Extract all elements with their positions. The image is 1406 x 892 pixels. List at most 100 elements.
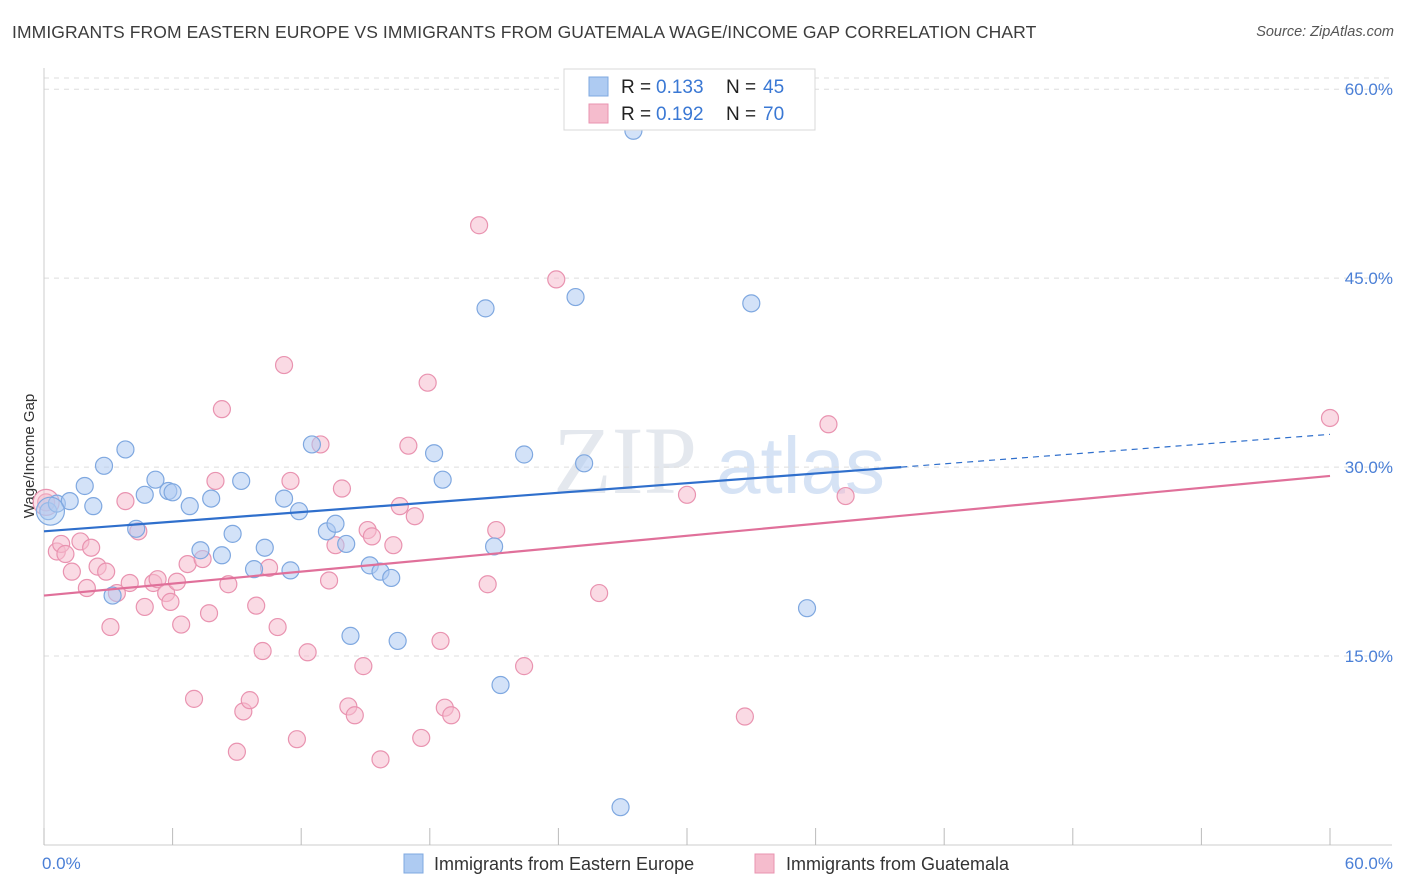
data-point	[836, 486, 855, 506]
data-point	[116, 440, 135, 459]
chart-title: IMMIGRANTS FROM EASTERN EUROPE VS IMMIGR…	[12, 22, 1037, 42]
x-ticks	[43, 828, 1331, 845]
legend-n-label-pink: N =	[726, 104, 761, 125]
data-point	[62, 562, 81, 581]
trend-line-eastern-europe	[43, 465, 902, 533]
data-point	[163, 483, 182, 502]
data-point	[412, 728, 431, 748]
y-tick-label: 60.0%	[1345, 80, 1393, 99]
data-point	[742, 294, 761, 313]
data-point	[60, 492, 79, 511]
watermark-zip: ZIP	[553, 407, 697, 514]
data-point	[431, 631, 450, 651]
data-point	[255, 538, 274, 557]
data-point	[341, 626, 360, 645]
data-point	[135, 485, 154, 504]
data-point	[819, 415, 838, 434]
y-tick-label: 30.0%	[1345, 458, 1393, 477]
data-point	[1320, 408, 1340, 428]
data-point	[326, 514, 345, 533]
correlation-legend: R = 0.133 N = 45 R = 0.192 N = 70	[563, 68, 816, 131]
data-point	[247, 596, 266, 615]
data-point	[135, 597, 154, 617]
data-point	[337, 534, 356, 554]
data-point	[424, 444, 444, 463]
data-point	[388, 631, 407, 651]
data-point	[345, 706, 364, 725]
legend-swatch-blue	[588, 76, 609, 97]
data-point	[97, 562, 116, 581]
data-point	[94, 456, 114, 475]
legend-r-value-pink: 0.192	[656, 104, 704, 125]
data-point	[281, 471, 300, 491]
y-tick-label: 15.0%	[1345, 647, 1393, 666]
bottom-legend-swatch-blue	[403, 853, 424, 874]
data-point	[735, 707, 754, 726]
data-point	[354, 657, 373, 676]
series-legend: Immigrants from Eastern Europe Immigrant…	[403, 853, 1010, 874]
bottom-legend-swatch-pink	[754, 853, 775, 874]
data-point	[75, 476, 94, 496]
data-point	[180, 497, 199, 516]
data-point	[206, 471, 225, 491]
series-eastern-europe-points	[35, 121, 817, 817]
bottom-legend-label-blue: Immigrants from Eastern Europe	[434, 854, 694, 874]
legend-r-label-pink: R =	[621, 104, 656, 125]
data-point	[547, 270, 566, 289]
data-point	[287, 730, 307, 749]
data-point	[161, 592, 180, 611]
data-point	[212, 400, 231, 419]
data-point	[384, 536, 403, 555]
legend-n-value-pink: 70	[763, 104, 784, 125]
data-point	[184, 689, 204, 708]
data-point	[478, 575, 497, 594]
trend-line-eastern-europe-extension	[901, 433, 1331, 468]
y-tick-labels: 15.0% 30.0% 45.0% 60.0%	[1345, 80, 1393, 666]
watermark-atlas: atlas	[716, 421, 885, 510]
legend-swatch-pink	[588, 103, 609, 124]
data-point	[219, 575, 238, 594]
data-point	[274, 355, 294, 375]
data-point	[232, 471, 251, 491]
data-point	[487, 520, 506, 540]
legend-n-label-blue: N =	[726, 77, 761, 98]
data-point	[240, 691, 259, 710]
data-point	[611, 798, 630, 817]
data-point	[116, 492, 135, 511]
data-point	[590, 583, 609, 603]
bottom-legend-label-pink: Immigrants from Guatemala	[786, 854, 1010, 874]
data-point	[476, 299, 495, 318]
data-point	[399, 436, 418, 455]
data-point	[127, 519, 146, 538]
data-point	[362, 527, 382, 546]
data-point	[199, 604, 219, 623]
data-point	[281, 561, 300, 580]
data-point	[172, 615, 191, 634]
data-point-cluster	[35, 496, 66, 526]
data-point	[302, 435, 322, 454]
data-point	[212, 546, 231, 565]
data-point	[515, 445, 534, 464]
data-point	[223, 524, 242, 543]
data-point	[146, 470, 165, 489]
data-point	[319, 571, 339, 590]
x-tick-label-min: 0.0%	[42, 854, 81, 873]
x-tick-label-max: 60.0%	[1345, 854, 1393, 873]
data-point	[82, 538, 101, 557]
data-point	[244, 560, 264, 579]
series-guatemala-points	[32, 216, 1340, 769]
data-point	[677, 485, 697, 504]
data-point	[202, 489, 221, 508]
y-axis-title: Wage/Income Gap	[21, 394, 38, 519]
data-point	[371, 750, 390, 769]
data-point	[491, 675, 510, 695]
data-point	[191, 541, 210, 560]
data-point	[485, 537, 504, 556]
y-tick-label: 45.0%	[1345, 269, 1393, 288]
data-point	[515, 657, 534, 676]
trend-lines	[43, 433, 1331, 597]
data-point	[797, 599, 817, 618]
data-point	[433, 470, 452, 489]
trend-line-guatemala	[43, 474, 1331, 597]
